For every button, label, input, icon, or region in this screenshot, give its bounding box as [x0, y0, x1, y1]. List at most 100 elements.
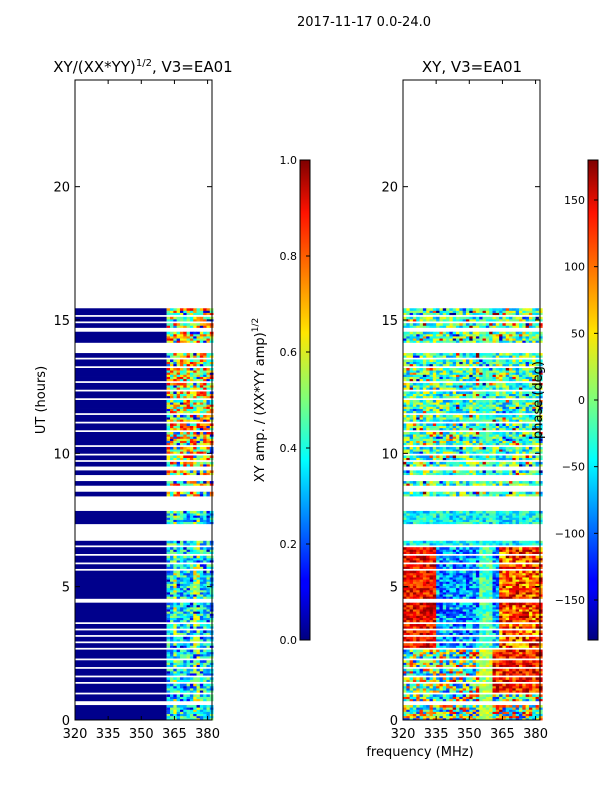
heatmap-cell	[469, 596, 474, 599]
heatmap-row-low	[75, 705, 167, 708]
heatmap-cell	[432, 560, 437, 563]
heatmap-cell	[173, 587, 178, 591]
heatmap-cell	[193, 679, 197, 682]
heatmap-cell	[472, 677, 477, 680]
heatmap-cell	[186, 717, 191, 721]
heatmap-row-low	[75, 513, 167, 516]
heatmap-cell	[166, 596, 171, 599]
heatmap-cell	[528, 632, 533, 636]
heatmap-cell	[179, 707, 184, 710]
heatmap-cell	[449, 609, 454, 612]
heatmap-cell	[186, 515, 191, 518]
heatmap-cell	[166, 572, 171, 576]
heatmap-cell	[173, 581, 178, 584]
heatmap-row-low	[75, 483, 167, 486]
heatmap-cell	[502, 662, 507, 665]
heatmap-cell	[199, 649, 204, 653]
heatmap-cell	[179, 393, 184, 397]
heatmap-cell	[472, 713, 477, 717]
heatmap-row-low	[75, 547, 167, 550]
heatmap-cell	[189, 472, 194, 476]
heatmap-cell	[196, 374, 201, 377]
heatmap-cell	[183, 414, 187, 418]
heatmap-cell	[465, 698, 470, 702]
heatmap-cell	[426, 609, 430, 612]
heatmap-cell	[436, 587, 440, 591]
heatmap-cell	[482, 560, 487, 563]
heatmap-row-low	[75, 555, 167, 559]
heatmap-cell	[489, 585, 493, 589]
heatmap-cell	[186, 432, 191, 435]
heatmap-cell	[203, 308, 207, 311]
heatmap-cell	[206, 619, 211, 623]
heatmap-cell	[176, 457, 181, 461]
heatmap-cell	[416, 670, 420, 674]
heatmap-cell	[525, 668, 530, 672]
heatmap-cell	[183, 683, 187, 687]
heatmap-cell	[176, 464, 181, 467]
heatmap-row-low	[75, 688, 167, 691]
heatmap-cell	[193, 436, 197, 439]
heatmap-cell	[203, 395, 207, 399]
heatmap-cell	[419, 717, 424, 721]
heatmap-cell	[499, 705, 503, 708]
heatmap-cell	[452, 685, 457, 689]
heatmap-cell	[176, 461, 181, 465]
heatmap-cell	[532, 656, 536, 659]
heatmap-cell	[170, 340, 174, 343]
heatmap-cell	[535, 626, 540, 629]
heatmap-cell	[459, 581, 464, 584]
heatmap-row-low	[75, 519, 167, 522]
heatmap-cell	[176, 592, 181, 595]
heatmap-cell	[176, 566, 181, 569]
heatmap-cell	[535, 592, 540, 595]
heatmap-cell	[512, 557, 517, 561]
heatmap-cell	[422, 717, 427, 721]
heatmap-cell	[452, 709, 457, 712]
heatmap-cell	[442, 630, 447, 633]
heatmap-cell	[505, 673, 510, 676]
heatmap-cell	[436, 673, 440, 676]
heatmap-cell	[512, 585, 517, 589]
heatmap-cell	[199, 694, 204, 697]
heatmap-cell	[176, 602, 181, 606]
heatmap-cell	[429, 613, 434, 616]
heatmap-cell	[412, 609, 417, 612]
heatmap-cell	[186, 698, 191, 702]
heatmap-cell	[203, 372, 207, 375]
heatmap-cell	[439, 513, 444, 516]
heatmap-row-low	[75, 338, 167, 341]
heatmap-cell	[416, 683, 420, 687]
heatmap-cell	[475, 664, 480, 668]
heatmap-cell	[456, 587, 460, 591]
heatmap-cell	[459, 653, 464, 657]
heatmap-cell	[442, 656, 447, 659]
heatmap-cell	[186, 387, 191, 390]
heatmap-cell	[519, 609, 523, 612]
heatmap-cell	[406, 572, 411, 576]
heatmap-cell	[456, 594, 460, 597]
heatmap-cell	[173, 316, 178, 320]
heatmap-cell	[436, 626, 440, 629]
heatmap-cell	[515, 613, 520, 616]
heatmap-cell	[522, 521, 527, 525]
heatmap-cell	[203, 709, 207, 712]
heatmap-cell	[422, 540, 427, 544]
heatmap-cell	[489, 649, 493, 653]
heatmap-cell	[176, 402, 181, 405]
heatmap-cell	[419, 677, 424, 680]
heatmap-cell	[416, 579, 420, 582]
heatmap-cell	[196, 585, 201, 589]
heatmap-cell	[170, 585, 174, 589]
heatmap-cell	[203, 493, 207, 497]
heatmap-cell	[186, 385, 191, 388]
heatmap-cell	[475, 515, 480, 518]
heatmap-cell	[422, 574, 427, 578]
heatmap-cell	[475, 649, 480, 653]
heatmap-cell	[183, 432, 187, 435]
heatmap-cell	[462, 636, 467, 640]
heatmap-row-low	[75, 457, 167, 461]
heatmap-cell	[179, 340, 184, 343]
heatmap-cell	[183, 549, 187, 552]
heatmap-cell	[176, 370, 181, 373]
